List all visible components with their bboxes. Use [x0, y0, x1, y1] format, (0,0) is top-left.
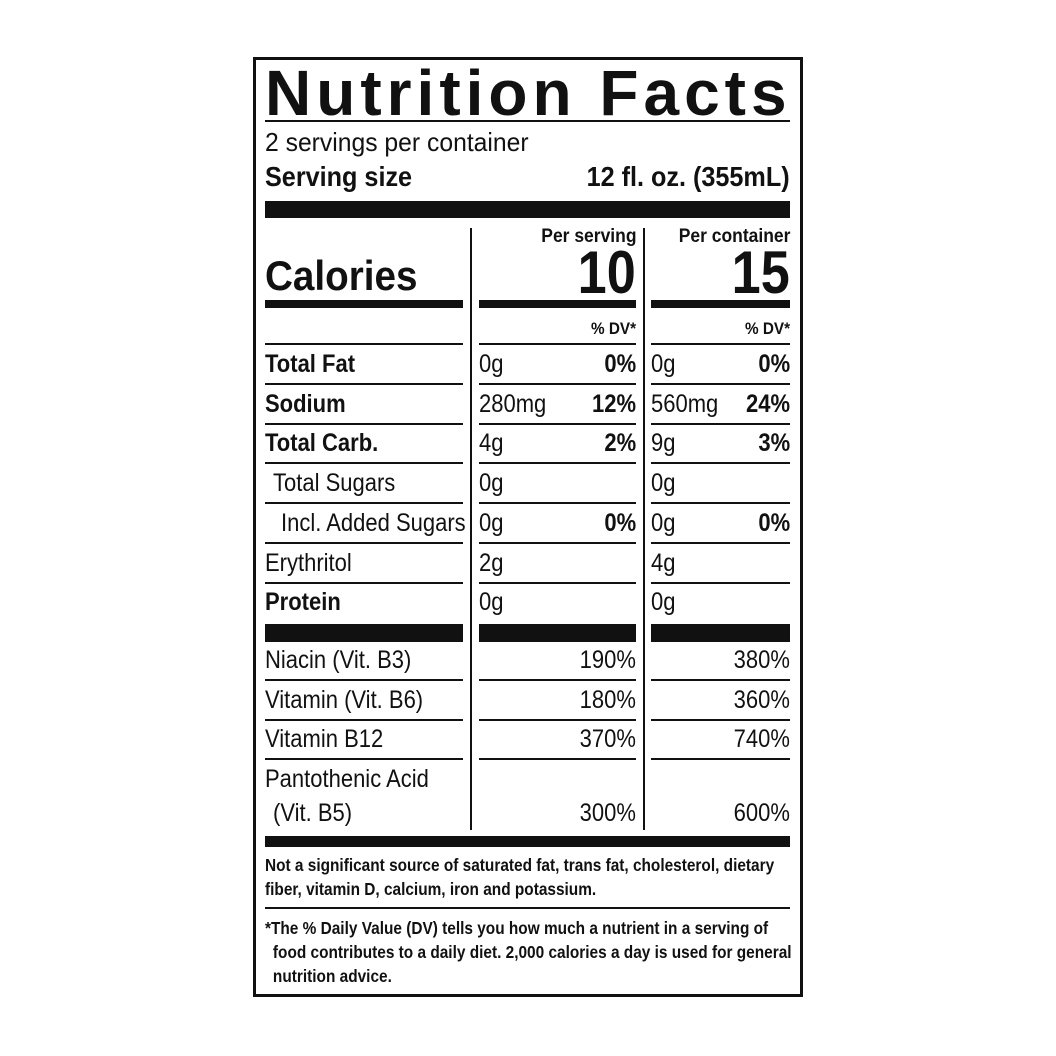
thick-bar — [265, 836, 790, 847]
calories-value: 15 — [731, 239, 790, 306]
vitamin-dv: 740% — [733, 725, 790, 754]
column-header: Per serving — [540, 225, 636, 247]
row-rule — [651, 422, 790, 425]
vitamin-dv: 300% — [579, 799, 636, 828]
column-divider — [470, 228, 472, 830]
serving-size-value: 12 fl. oz. (355mL) — [586, 161, 790, 193]
calories-label: Calories — [265, 251, 418, 299]
nutrient-dv: 0% — [758, 508, 790, 537]
nutrient-amount: 560mg — [651, 389, 719, 418]
row-rule — [265, 718, 463, 721]
footnote: *The % Daily Value (DV) tells you how mu… — [265, 918, 792, 986]
nutrient-name: Protein — [265, 588, 341, 617]
row-rule — [479, 679, 636, 681]
thick-bar — [479, 624, 636, 642]
nutrient-dv: 2% — [604, 429, 636, 458]
row-rule — [265, 383, 463, 385]
nutrient-dv: 3% — [758, 429, 790, 458]
nutrient-dv: 0% — [604, 350, 636, 378]
nutrient-amount: 2g — [479, 548, 504, 577]
nutrient-name: Total Carb. — [265, 429, 379, 458]
nutrient-dv: 0% — [758, 350, 790, 378]
vitamin-dv: 190% — [579, 646, 636, 674]
nutrient-dv: 12% — [591, 389, 636, 418]
nutrient-name: Erythritol — [265, 548, 352, 577]
calories-bar — [479, 300, 636, 308]
row-rule — [265, 462, 463, 465]
vitamin-dv: 380% — [733, 646, 790, 674]
servings: 2 servings per container — [265, 127, 529, 158]
nutrient-amount: 0g — [651, 350, 676, 378]
nutrient-dv: 24% — [745, 389, 790, 418]
footnote: Not a significant source of saturated fa… — [265, 855, 775, 899]
row-rule — [479, 581, 636, 584]
nutrient-name: Incl. Added Sugars — [281, 508, 466, 537]
thick-bar — [265, 201, 790, 218]
row-rule — [479, 758, 636, 761]
nutrient-amount: 0g — [479, 588, 504, 617]
row-rule — [479, 343, 636, 345]
vitamin-dv: 360% — [733, 685, 790, 714]
column-header: Per container — [678, 225, 790, 247]
title: Nutrition Facts — [265, 56, 792, 129]
nutrient-name: Total Sugars — [273, 469, 396, 498]
row-rule — [479, 541, 636, 544]
nutrient-amount: 0g — [479, 469, 504, 498]
vitamin-dv: 370% — [579, 725, 636, 754]
dv-header: % DV* — [744, 318, 790, 338]
row-rule — [479, 383, 636, 385]
vitamin-name: Vitamin B12 — [265, 725, 384, 754]
row-rule — [479, 718, 636, 721]
calories-value: 10 — [577, 239, 636, 306]
row-rule — [651, 383, 790, 385]
nutrient-amount: 0g — [479, 508, 504, 537]
row-rule — [265, 679, 463, 681]
nutrient-amount: 4g — [651, 548, 676, 577]
nutrient-dv: 0% — [604, 508, 636, 537]
row-rule — [479, 462, 636, 465]
row-rule — [265, 758, 463, 761]
vitamin-dv: 180% — [579, 685, 636, 714]
vitamin-name: Niacin (Vit. B3) — [265, 646, 412, 674]
row-rule — [651, 581, 790, 584]
nutrient-amount: 9g — [651, 429, 676, 458]
vitamin-name: (Vit. B5) — [273, 799, 353, 828]
row-rule — [651, 679, 790, 681]
row-rule — [651, 758, 790, 761]
row-rule — [265, 502, 463, 505]
row-rule — [651, 502, 790, 505]
row-rule — [265, 422, 463, 425]
nutrient-amount: 0g — [651, 508, 676, 537]
nutrient-name: Sodium — [265, 389, 346, 418]
row-rule — [265, 541, 463, 544]
row-rule — [651, 462, 790, 465]
thick-bar — [651, 624, 790, 642]
vitamin-name: Vitamin (Vit. B6) — [265, 685, 424, 714]
row-rule — [479, 502, 636, 505]
row-rule — [651, 718, 790, 721]
vitamin-name: Pantothenic Acid — [265, 765, 429, 794]
nutrient-amount: 4g — [479, 429, 504, 458]
vitamin-dv: 600% — [733, 799, 790, 828]
calories-bar — [265, 300, 463, 308]
nutrient-amount: 0g — [651, 469, 676, 498]
title-rule — [265, 120, 790, 122]
nutrition-label — [253, 57, 803, 997]
row-rule — [651, 541, 790, 544]
dv-header: % DV* — [590, 318, 636, 338]
nutrient-amount: 0g — [479, 350, 504, 378]
row-rule — [479, 422, 636, 425]
row-rule — [265, 343, 463, 345]
footnote-rule — [265, 907, 790, 909]
row-rule — [265, 581, 463, 584]
column-divider — [643, 228, 645, 830]
nutrient-name: Total Fat — [265, 350, 356, 378]
nutrient-amount: 0g — [651, 588, 676, 617]
serving-size-label: Serving size — [265, 161, 413, 193]
thick-bar — [265, 624, 463, 642]
nutrient-amount: 280mg — [479, 389, 547, 418]
calories-bar — [651, 300, 790, 308]
row-rule — [651, 343, 790, 345]
